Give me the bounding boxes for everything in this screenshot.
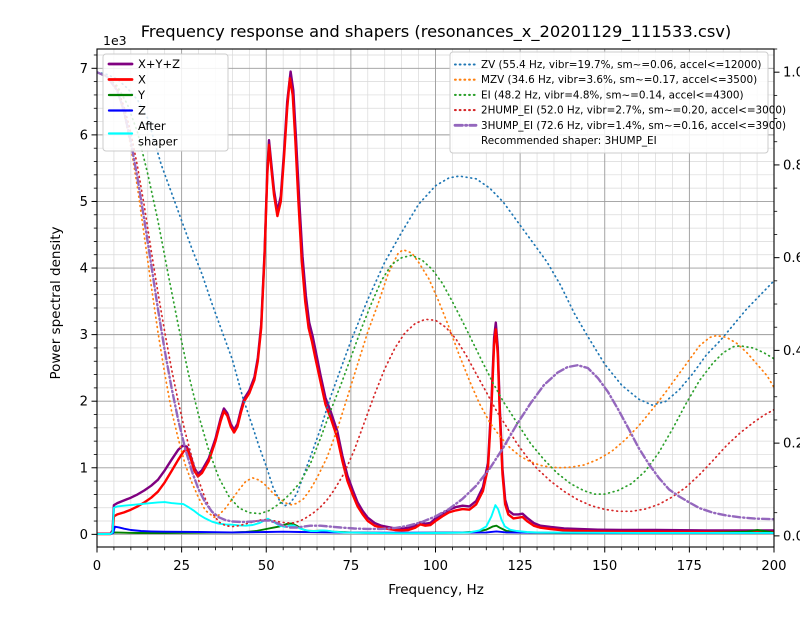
legend-item-label: MZV (34.6 Hz, vibr=3.6%, sm~=0.17, accel… xyxy=(481,74,757,86)
x-tick-label: 75 xyxy=(342,559,359,574)
curve-mzv xyxy=(97,71,774,519)
legend-item-ei: EI (48.2 Hz, vibr=4.8%, sm~=0.14, accel<… xyxy=(453,89,744,101)
legend-item-label: X xyxy=(138,73,146,87)
y-right-tick-label: 0.6 xyxy=(783,251,800,266)
shaper-calibration-chart: 0 25 50 75 100 125 150 175 200 0 1 2 3 4 5 6 7 0.0 0.2 0.4 0… xyxy=(40,16,800,616)
curve-z xyxy=(97,525,774,535)
x-tick-label: 175 xyxy=(677,559,702,574)
legend-item-label: ZV (55.4 Hz, vibr=19.7%, sm~=0.06, accel… xyxy=(481,59,761,71)
x-tick-label: 0 xyxy=(93,559,101,574)
legend-item-y: Y xyxy=(107,88,146,102)
curve-ei xyxy=(97,71,774,515)
legend-item-zv: ZV (55.4 Hz, vibr=19.7%, sm~=0.06, accel… xyxy=(453,59,761,71)
legend-item-label: Y xyxy=(137,88,146,102)
curve-zv xyxy=(97,71,774,507)
y-left-tick-label: 5 xyxy=(80,195,88,210)
curve-2hump-ei xyxy=(97,71,774,528)
y-right-tick-label: 0.0 xyxy=(783,529,800,544)
x-tick-label: 125 xyxy=(508,559,533,574)
y-left-tick-label: 0 xyxy=(80,528,88,543)
x-tick-label: 150 xyxy=(592,559,617,574)
legend-item-label: shaper xyxy=(138,135,178,149)
x-tick-label: 50 xyxy=(258,559,275,574)
legend-item-recommendation: Recommended shaper: 3HUMP_EI xyxy=(481,135,657,147)
axes-layer: 0 25 50 75 100 125 150 175 200 0 1 2 3 4 5 6 7 0.0 0.2 0.4 0… xyxy=(80,48,800,574)
legend-item-label: Z xyxy=(138,104,146,118)
y-left-axis-label: Power spectral density xyxy=(48,226,64,379)
y-right-tick-label: 0.2 xyxy=(783,437,800,452)
legend-item-label: After xyxy=(138,119,166,133)
legend-item-label: Recommended shaper: 3HUMP_EI xyxy=(481,135,657,147)
shaper-legend-box xyxy=(449,51,769,154)
x-tick-label: 25 xyxy=(173,559,190,574)
y-right-tick-label: 0.4 xyxy=(783,344,800,359)
legend-item-mzv: MZV (34.6 Hz, vibr=3.6%, sm~=0.17, accel… xyxy=(453,74,757,86)
curve-3hump-ei xyxy=(97,71,774,531)
legend-item-label: X+Y+Z xyxy=(138,57,180,71)
y-left-tick-label: 1 xyxy=(80,461,88,476)
legend-item-2hump-ei: 2HUMP_EI (52.0 Hz, vibr=2.7%, sm~=0.20, … xyxy=(453,105,786,117)
legend-item-label: 2HUMP_EI (52.0 Hz, vibr=2.7%, sm~=0.20, … xyxy=(481,105,786,117)
x-tick-label: 100 xyxy=(423,559,448,574)
legend-item-label: EI (48.2 Hz, vibr=4.8%, sm~=0.14, accel<… xyxy=(481,89,744,101)
y-left-tick-label: 4 xyxy=(80,262,88,277)
y-axis-offset-text: 1e3 xyxy=(103,33,127,48)
x-axis-label: Frequency, Hz xyxy=(388,582,484,598)
shaper-legend: ZV (55.4 Hz, vibr=19.7%, sm~=0.06, accel… xyxy=(449,51,786,154)
y-left-tick-label: 7 xyxy=(80,62,88,77)
y-left-tick-label: 2 xyxy=(80,395,88,410)
legend-item-x: X xyxy=(107,73,146,87)
y-left-tick-label: 3 xyxy=(80,328,88,343)
y-right-tick-label: 0.8 xyxy=(783,158,800,173)
chart-title: Frequency response and shapers (resonanc… xyxy=(141,22,732,42)
legend-item-xyz: X+Y+Z xyxy=(107,57,180,71)
x-tick-label: 200 xyxy=(761,559,786,574)
chart-canvas: 0 25 50 75 100 125 150 175 200 0 1 2 3 4 5 6 7 0.0 0.2 0.4 0… xyxy=(48,22,800,598)
y-left-tick-label: 6 xyxy=(80,128,88,143)
psd-legend-box xyxy=(102,53,229,152)
curve-x xyxy=(97,77,774,536)
legend-item-z: Z xyxy=(107,104,146,118)
y-right-tick-label: 1.0 xyxy=(783,66,800,81)
legend-item-label: 3HUMP_EI (72.6 Hz, vibr=1.4%, sm~=0.16, … xyxy=(481,120,786,132)
curves-layer xyxy=(97,70,774,536)
legend-item-after-shaper: After shaper xyxy=(107,119,178,149)
legend-item-3hump-ei: 3HUMP_EI (72.6 Hz, vibr=1.4%, sm~=0.16, … xyxy=(453,120,786,132)
